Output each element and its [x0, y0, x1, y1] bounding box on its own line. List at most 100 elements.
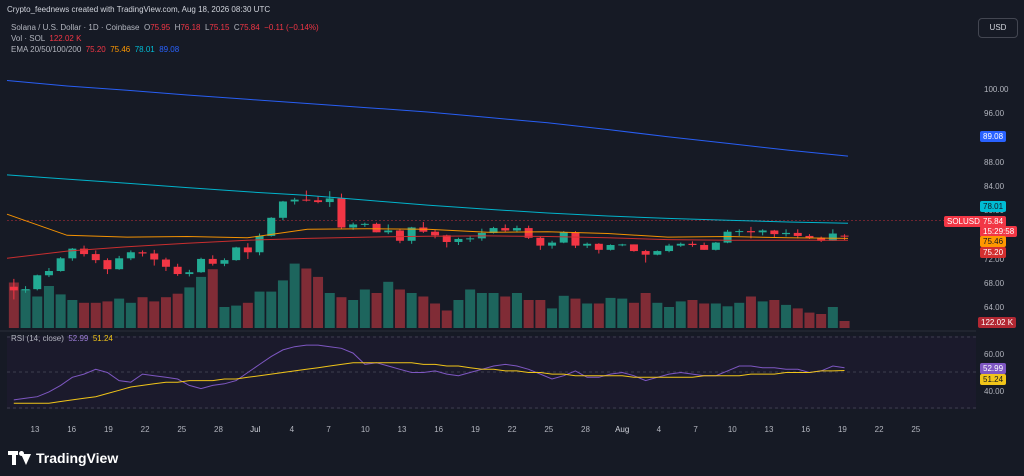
volume-bar — [710, 303, 721, 328]
volume-tag: 122.02 K — [978, 317, 1017, 328]
candle-body — [805, 235, 814, 238]
volume-bar — [547, 308, 558, 328]
volume-bar — [371, 293, 382, 328]
candle-body — [758, 230, 767, 233]
volume-bar — [114, 298, 125, 328]
candle-body — [372, 223, 381, 233]
volume-bar — [827, 307, 838, 328]
volume-bar — [348, 300, 359, 328]
rsi-ma-line — [13, 362, 845, 404]
candle-body — [91, 254, 100, 261]
candle-body — [337, 198, 346, 228]
volume-bar — [722, 306, 733, 328]
candle-body — [150, 253, 159, 260]
volume-bar — [184, 287, 195, 328]
ema-legend: EMA 20/50/100/200 75.20 75.46 78.01 89.0… — [11, 45, 179, 54]
volume-bar — [20, 289, 31, 328]
candle-body — [21, 289, 30, 291]
candle-body — [559, 232, 568, 243]
volume-bar — [465, 289, 476, 328]
candle-body — [395, 230, 404, 241]
candle-body — [524, 228, 533, 238]
time-tick-label: 22 — [140, 425, 150, 434]
rsi-ma-value: 51.24 — [92, 334, 113, 343]
candle-body — [711, 242, 720, 250]
volume-bar — [266, 291, 277, 328]
volume-bar — [816, 314, 827, 328]
candle-body — [536, 237, 545, 246]
time-tick-label: 13 — [397, 425, 407, 434]
ema100-tag: 78.01 — [980, 201, 1007, 212]
candle-body — [817, 237, 826, 241]
volume-bar — [231, 305, 242, 328]
ema100-line — [6, 174, 849, 224]
candle-body — [466, 238, 475, 240]
candle-body — [571, 232, 580, 246]
time-tick-label: 4 — [289, 425, 295, 434]
volume-bar — [781, 304, 792, 328]
volume-bar — [406, 293, 417, 328]
candle-body — [243, 247, 252, 253]
candle-body — [641, 251, 650, 255]
candle-body — [138, 252, 147, 254]
high-value: 76.18 — [180, 23, 201, 32]
rsi-value: 52.99 — [68, 334, 89, 343]
rsi-value-tag: 52.99 — [980, 363, 1007, 374]
rsi-label: RSI (14, close) — [11, 334, 64, 343]
close-value: 75.84 — [239, 23, 260, 32]
symbol-legend: Solana / U.S. Dollar · 1D · Coinbase O75… — [11, 23, 319, 32]
price-tick-label: 100.00 — [984, 85, 1009, 95]
candle-body — [723, 231, 732, 243]
volume-bar — [32, 296, 43, 328]
time-tick-label: 25 — [911, 425, 921, 434]
candle-body — [431, 231, 440, 236]
price-tick-label: 64.00 — [984, 302, 1005, 312]
currency-button[interactable]: USD — [978, 18, 1018, 38]
candles — [9, 190, 849, 300]
volume-bar — [430, 303, 441, 328]
volume-bar — [476, 293, 487, 328]
ema20-line — [6, 235, 848, 259]
candle-body — [9, 286, 18, 291]
candle-body — [407, 227, 416, 241]
volume-bar — [242, 302, 253, 328]
price-tick-label: 72.00 — [984, 254, 1005, 264]
volume-bar — [90, 302, 101, 328]
candle-body — [267, 217, 276, 236]
high-label: H — [174, 23, 181, 32]
candle-body — [665, 245, 674, 252]
volume-bar — [102, 301, 113, 328]
candle-body — [161, 259, 170, 267]
volume-bar — [394, 289, 405, 328]
volume-bar — [804, 312, 815, 328]
volume-bar — [254, 291, 265, 328]
candle-body — [232, 247, 241, 261]
time-tick-label: 16 — [67, 425, 77, 434]
volume-bar — [289, 263, 300, 328]
volume-bar — [640, 293, 651, 328]
candle-body — [583, 243, 592, 246]
volume-bar — [628, 302, 639, 328]
volume-bar — [745, 296, 756, 328]
change-value: −0.11 (−0.14%) — [264, 23, 319, 32]
volume-bar — [55, 294, 66, 328]
close-label: C — [233, 23, 240, 32]
candle-body — [828, 233, 837, 241]
volume-bar — [699, 303, 710, 328]
rsi-tick-40: 40.00 — [984, 387, 1005, 396]
candle-body — [290, 199, 299, 202]
candle-body — [197, 258, 206, 273]
volume-bar — [277, 280, 288, 328]
candle-body — [629, 244, 638, 252]
time-tick-label: 13 — [764, 425, 774, 434]
volume-bar — [160, 297, 171, 328]
candle-body — [208, 258, 217, 264]
candle-body — [501, 228, 510, 231]
price-tick-label: 68.00 — [984, 278, 1005, 288]
tradingview-logo: TradingView — [8, 448, 118, 468]
volume-value: 122.02 K — [49, 34, 82, 43]
candle-body — [735, 231, 744, 233]
tradingview-logo-text: TradingView — [36, 450, 119, 466]
symbol-tag: SOLUSD — [944, 216, 983, 227]
